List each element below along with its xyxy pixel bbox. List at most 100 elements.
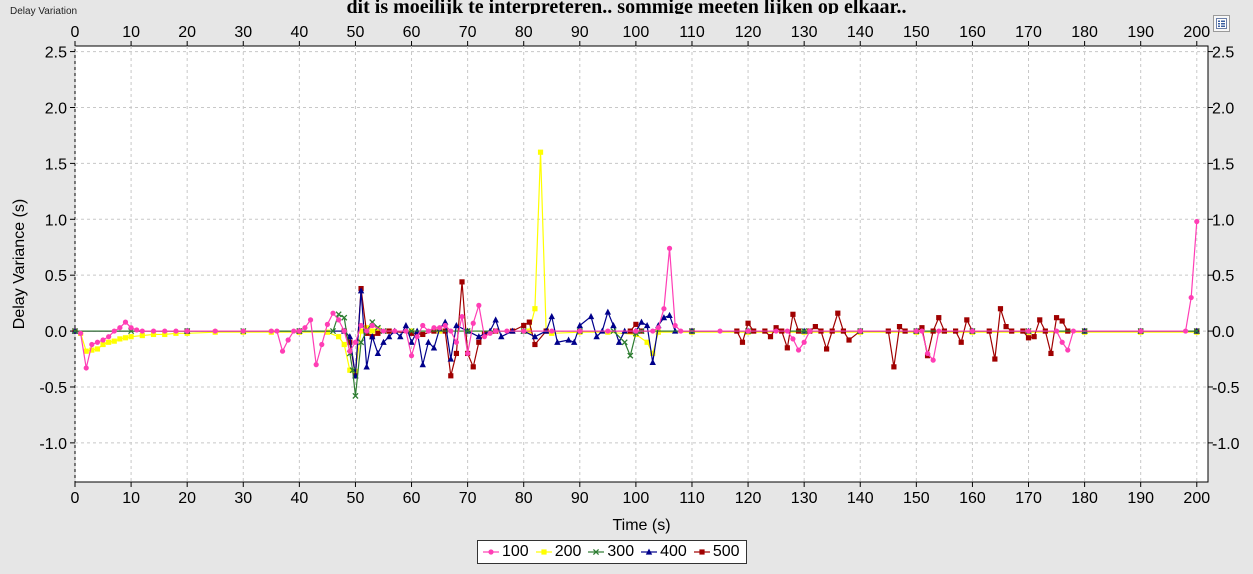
data-point [531, 333, 539, 340]
data-point [532, 341, 538, 348]
data-point [296, 328, 302, 334]
data-point [554, 338, 561, 345]
data-point [329, 328, 337, 335]
legend-marker-500 [693, 549, 710, 555]
data-point [801, 328, 808, 335]
data-point [369, 322, 375, 329]
data-point [487, 330, 493, 336]
data-point [587, 313, 595, 320]
legend-marker-400 [641, 548, 658, 555]
data-point [784, 345, 790, 351]
data-point [1059, 339, 1065, 345]
data-point [420, 322, 426, 329]
data-point [78, 330, 84, 336]
data-point [470, 364, 476, 370]
legend-symbol [645, 548, 653, 555]
data-point [453, 350, 460, 357]
data-point [459, 313, 465, 320]
data-point [565, 336, 572, 343]
data-point [336, 317, 342, 323]
legend-label: 300 [607, 543, 635, 560]
data-point [94, 339, 101, 345]
legend-symbol [541, 549, 547, 555]
data-point [347, 339, 353, 345]
data-point [100, 341, 106, 348]
x-tick-label: 110 [679, 490, 705, 507]
data-point [453, 339, 460, 345]
data-point [498, 333, 505, 340]
data-point [319, 341, 325, 348]
data-point [162, 328, 168, 334]
data-point [100, 337, 106, 343]
x-tick-label-top: 70 [459, 24, 477, 41]
data-point [117, 336, 123, 342]
y-tick-label-right: 0.0 [1212, 324, 1234, 341]
x-tick-label-top: 40 [290, 24, 308, 41]
legend-toggle-button[interactable] [1213, 15, 1230, 32]
data-point [537, 149, 544, 155]
x-tick-label: 50 [347, 490, 365, 507]
data-point [936, 315, 942, 321]
data-point [633, 328, 639, 334]
data-point [1037, 317, 1043, 323]
data-point [773, 328, 779, 334]
y-tick-label-right: 2.0 [1212, 100, 1234, 117]
window-title: Delay Variation [10, 6, 78, 17]
x-tick-label: 40 [290, 490, 308, 507]
legend-symbol [488, 549, 494, 555]
x-tick-label: 160 [959, 490, 986, 507]
data-point [441, 318, 449, 325]
data-point [291, 328, 297, 334]
x-tick-label: 20 [178, 490, 196, 507]
data-point [644, 339, 650, 345]
data-point [364, 325, 370, 331]
data-point [475, 333, 483, 340]
x-tick-label-top: 120 [735, 24, 762, 41]
data-point [408, 353, 415, 359]
data-point [442, 322, 448, 329]
data-point [212, 328, 218, 334]
data-point [346, 333, 354, 340]
legend-symbol [699, 549, 705, 555]
data-point [857, 328, 863, 334]
chart-heading: dit is moeilijk te interpreteren.. sommi… [0, 0, 1253, 14]
x-tick-label: 70 [459, 490, 477, 507]
data-point [369, 328, 375, 334]
data-point [352, 392, 359, 399]
data-point [919, 328, 925, 334]
data-point [128, 325, 134, 331]
data-point [643, 321, 651, 329]
data-point [448, 373, 454, 379]
legend-symbol [593, 548, 600, 556]
x-tick-label: 170 [1015, 490, 1042, 507]
data-point [924, 350, 931, 357]
data-point [408, 338, 415, 345]
data-point [162, 331, 168, 338]
data-point [1048, 350, 1054, 357]
x-tick-label-top: 80 [515, 24, 533, 41]
legend-marker-300 [588, 548, 605, 556]
data-point [807, 328, 813, 334]
data-point [134, 327, 140, 333]
data-point [358, 322, 364, 329]
data-point [128, 334, 134, 340]
legend-marker-200 [535, 549, 552, 555]
data-point [111, 328, 117, 334]
data-point [660, 314, 668, 321]
data-point [992, 356, 998, 362]
data-point [650, 328, 656, 334]
data-point [532, 306, 538, 312]
x-tick-label-top: 50 [347, 24, 365, 41]
data-point [173, 328, 179, 334]
y-tick-label-right: 1.0 [1212, 212, 1234, 229]
data-point [621, 339, 628, 346]
x-tick-label-top: 130 [791, 24, 818, 41]
data-point [969, 328, 976, 334]
y-tick-label-right: 2.5 [1212, 45, 1234, 62]
y-axis-label: Delay Variance (s) [11, 199, 28, 329]
x-tick-label-top: 140 [847, 24, 874, 41]
data-point [638, 318, 645, 325]
data-point [369, 333, 376, 340]
data-point [268, 328, 274, 334]
legend-item-100: 100 [482, 543, 529, 561]
